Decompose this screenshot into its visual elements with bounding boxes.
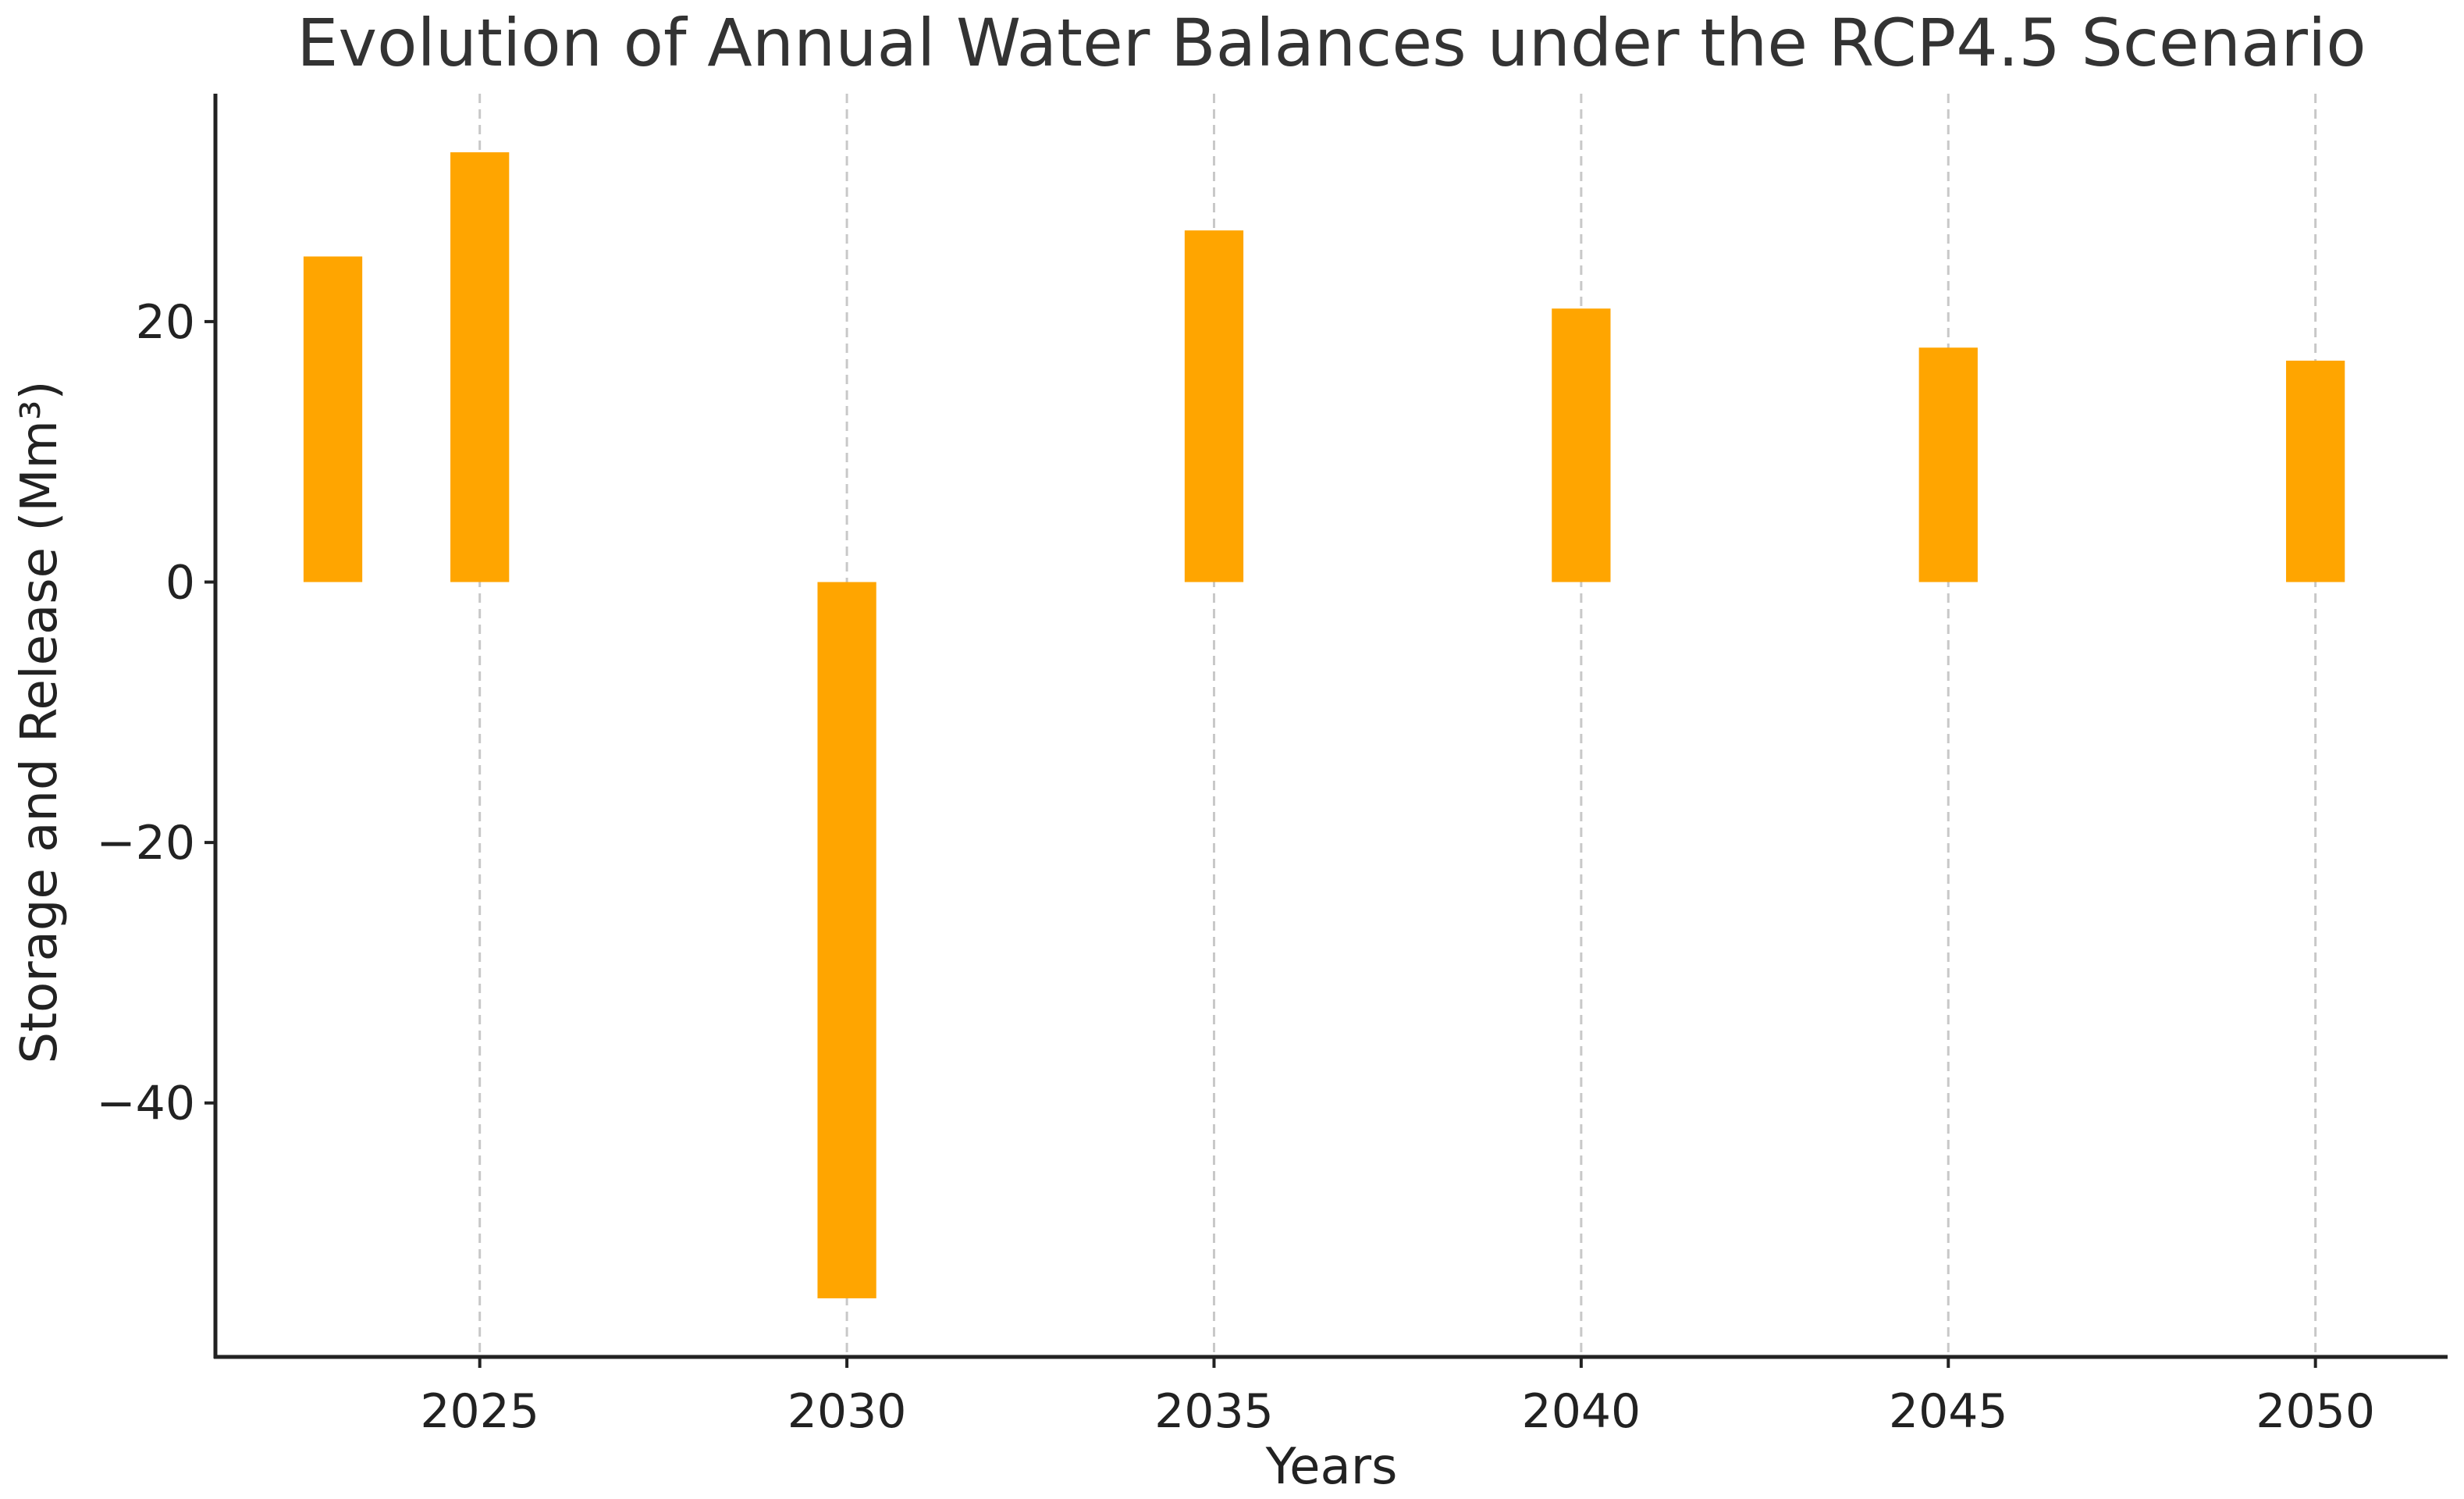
bar-2025 xyxy=(450,152,510,582)
y-tick-label-20: 20 xyxy=(136,295,195,350)
x-axis-label: Years xyxy=(1265,1438,1398,1496)
chart-title: Evolution of Annual Water Balances under… xyxy=(297,5,2366,81)
y-ticks: −40 −20 0 20 xyxy=(96,295,215,1131)
bar-2045 xyxy=(1918,347,1978,582)
y-axis-label: Storage and Release (Mm³) xyxy=(11,380,69,1063)
bar-2023 xyxy=(303,256,363,582)
x-tick-label-2050: 2050 xyxy=(2256,1384,2375,1439)
bars xyxy=(303,152,2345,1298)
bar-2050 xyxy=(2286,360,2345,582)
bar-2030 xyxy=(817,582,876,1298)
x-tick-label-2040: 2040 xyxy=(1522,1384,1641,1439)
bar-2040 xyxy=(1552,308,1611,582)
x-tick-label-2045: 2045 xyxy=(1889,1384,2008,1439)
y-tick-label--40: −40 xyxy=(96,1077,195,1131)
y-tick-label-0: 0 xyxy=(165,556,195,611)
x-tick-label-2030: 2030 xyxy=(788,1384,907,1439)
bar-2035 xyxy=(1184,230,1244,582)
y-tick-label--20: −20 xyxy=(96,816,195,871)
x-tick-label-2025: 2025 xyxy=(420,1384,539,1439)
x-tick-label-2035: 2035 xyxy=(1154,1384,1274,1439)
axes xyxy=(213,94,2448,1359)
x-ticks: 2025 2030 2035 2040 2045 2050 xyxy=(420,1357,2375,1439)
